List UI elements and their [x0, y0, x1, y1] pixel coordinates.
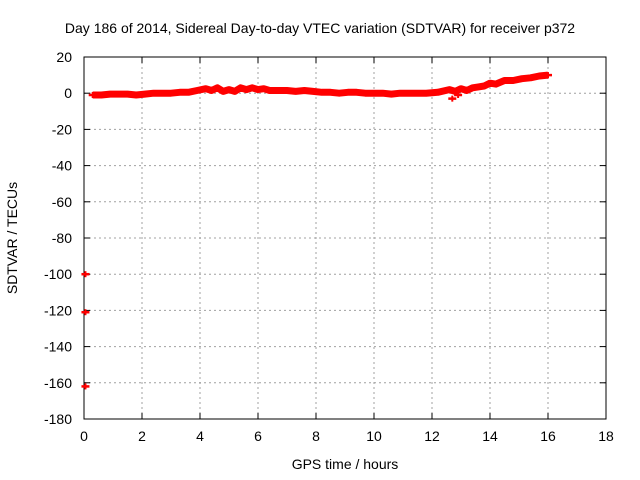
- data-point: [433, 89, 442, 96]
- outlier-point: [81, 271, 90, 278]
- data-point: [230, 88, 239, 95]
- data-point: [352, 89, 361, 96]
- x-tick-label: 16: [540, 428, 556, 444]
- data-point: [167, 90, 175, 97]
- data-point: [509, 77, 518, 84]
- outlier-point: [448, 95, 457, 102]
- data-point: [207, 87, 216, 94]
- data-point: [500, 77, 509, 84]
- data-point: [175, 89, 184, 96]
- y-axis-label: SDTVAR / TECUs: [4, 181, 20, 295]
- data-point: [491, 81, 500, 88]
- y-tick-label: -120: [44, 302, 72, 318]
- data-point: [422, 90, 431, 97]
- x-tick-label: 0: [80, 428, 88, 444]
- data-point: [219, 88, 228, 95]
- data-point: [396, 90, 405, 97]
- data-point: [88, 92, 97, 99]
- data-point: [283, 87, 291, 94]
- data-point: [213, 84, 222, 91]
- grid-lines: [84, 57, 606, 419]
- data-point: [123, 91, 132, 98]
- data-point: [140, 91, 149, 98]
- data-point: [97, 92, 106, 99]
- data-point: [480, 82, 489, 89]
- x-tick-label: 18: [598, 428, 614, 444]
- data-point: [265, 87, 274, 94]
- chart-title: Day 186 of 2014, Sidereal Day-to-day VTE…: [64, 20, 576, 36]
- data-point: [535, 73, 544, 80]
- data-points: [81, 71, 552, 390]
- data-point: [291, 88, 300, 95]
- data-point: [370, 90, 378, 97]
- outlier-point: [81, 309, 90, 316]
- data-point: [259, 85, 268, 92]
- data-point: [106, 91, 115, 98]
- data-point: [184, 89, 193, 96]
- data-point: [201, 85, 210, 92]
- data-point: [526, 74, 535, 81]
- x-tick-label: 4: [196, 428, 204, 444]
- data-point: [132, 92, 141, 99]
- outlier-point: [454, 92, 463, 99]
- data-point: [317, 89, 326, 96]
- x-tick-label: 8: [312, 428, 320, 444]
- y-tick-label: 0: [64, 85, 72, 101]
- data-point: [236, 84, 245, 91]
- data-point: [335, 90, 344, 97]
- x-tick-label: 6: [254, 428, 262, 444]
- y-tick-label: -40: [52, 158, 72, 174]
- data-point: [343, 89, 352, 96]
- data-point: [326, 89, 335, 96]
- data-point: [225, 86, 233, 93]
- data-point: [457, 85, 465, 92]
- y-tick-label: -180: [44, 411, 72, 427]
- y-tick-label: -80: [52, 230, 72, 246]
- data-point: [274, 87, 283, 94]
- y-tick-label: 20: [56, 49, 72, 65]
- data-point: [361, 90, 370, 97]
- data-point: [193, 87, 202, 94]
- data-point: [149, 90, 158, 97]
- x-tick-label: 10: [366, 428, 382, 444]
- data-point: [158, 90, 167, 97]
- data-point: [114, 91, 123, 98]
- y-tick-label: -100: [44, 266, 72, 282]
- axis-ticks: 0 2 4 6 8 10 12 14 16 18 -180 -160 -140 -120 -100 -80 -6…: [44, 49, 614, 444]
- x-axis-label: GPS time / hours: [291, 456, 399, 472]
- data-point: [242, 86, 251, 93]
- data-point: [517, 75, 526, 82]
- y-tick-label: -20: [52, 121, 72, 137]
- x-tick-label: 12: [424, 428, 440, 444]
- data-point: [413, 90, 422, 97]
- data-point: [445, 86, 454, 93]
- y-tick-label: -160: [44, 375, 72, 391]
- x-tick-label: 14: [482, 428, 498, 444]
- data-point: [309, 88, 318, 95]
- data-point: [451, 88, 460, 95]
- x-tick-label: 2: [138, 428, 146, 444]
- y-tick-label: -140: [44, 339, 72, 355]
- data-point: [387, 91, 396, 98]
- data-point: [462, 87, 471, 94]
- data-point: [404, 90, 413, 97]
- outlier-point: [81, 383, 90, 390]
- data-point: [300, 87, 309, 94]
- data-point: [544, 72, 552, 79]
- y-tick-label: -60: [52, 194, 72, 210]
- data-point: [248, 84, 257, 91]
- data-point: [378, 90, 387, 97]
